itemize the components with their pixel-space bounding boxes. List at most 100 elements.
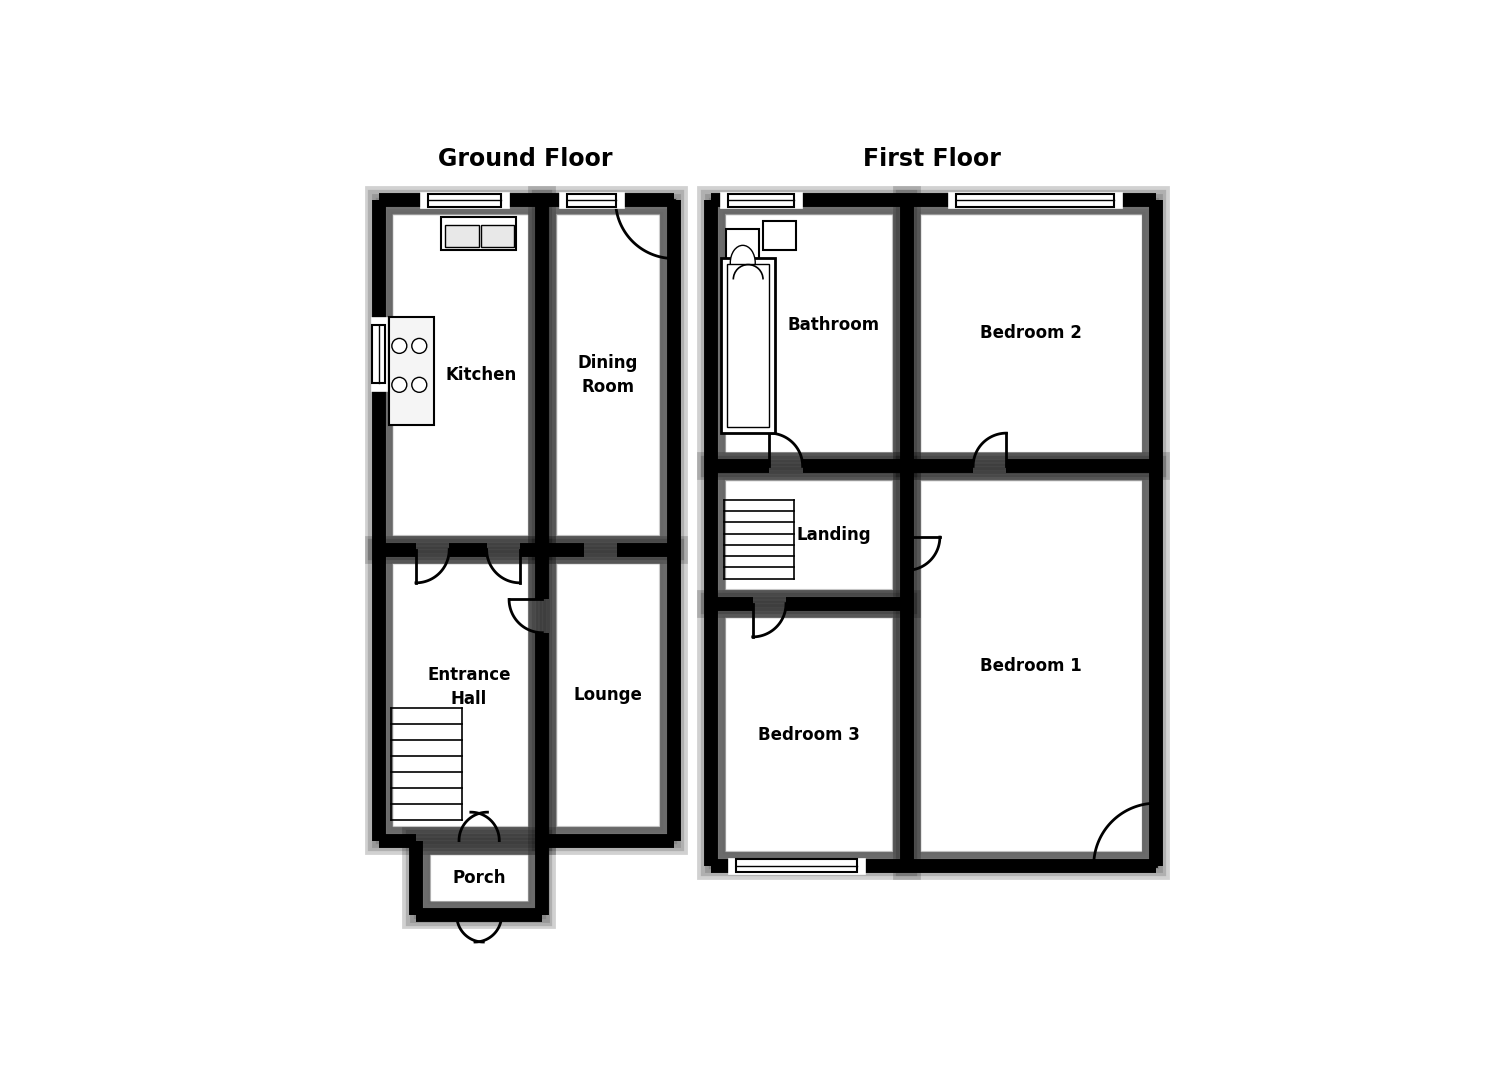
Bar (714, 470, 903, 599)
Bar (906, 200, 1155, 467)
Bar (717, 609, 901, 860)
Bar (728, 265, 769, 428)
Bar (909, 469, 1154, 864)
Bar (906, 467, 1155, 865)
Bar (542, 200, 674, 550)
Bar (711, 467, 906, 604)
Bar (919, 480, 1143, 852)
Text: Bedroom 2: Bedroom 2 (980, 324, 1083, 342)
Bar (915, 207, 1148, 459)
Bar (912, 206, 1151, 461)
Bar (722, 477, 895, 593)
Bar (555, 563, 661, 827)
Bar (720, 210, 897, 457)
Bar (417, 842, 541, 914)
Bar (382, 553, 539, 837)
Bar (542, 550, 674, 840)
Bar (711, 604, 906, 865)
Bar (719, 474, 898, 596)
Bar (722, 615, 895, 854)
Text: Entrance
Hall: Entrance Hall (428, 666, 511, 707)
Bar (380, 202, 541, 548)
Bar (379, 200, 542, 550)
Circle shape (392, 338, 407, 353)
Bar (420, 845, 539, 912)
Bar (906, 467, 1155, 865)
Text: Landing: Landing (796, 526, 872, 544)
Bar (906, 200, 1155, 467)
Bar (385, 206, 536, 544)
Bar (918, 477, 1145, 854)
Bar (388, 210, 533, 540)
Bar (552, 559, 664, 832)
Bar (567, 193, 616, 207)
Bar (382, 204, 539, 545)
Bar (713, 469, 904, 602)
Bar (386, 557, 535, 833)
Bar (425, 850, 533, 906)
Bar (429, 853, 529, 903)
Text: Kitchen: Kitchen (446, 366, 517, 383)
Bar (725, 214, 894, 454)
Text: First Floor: First Floor (863, 147, 1001, 171)
Bar (548, 206, 668, 544)
Bar (713, 606, 904, 864)
Bar (416, 840, 542, 916)
Bar (728, 193, 794, 207)
Bar (389, 561, 532, 829)
Bar (392, 563, 529, 827)
Bar (542, 200, 674, 550)
Bar (416, 840, 542, 916)
Bar (555, 214, 661, 537)
Bar (726, 229, 759, 283)
Circle shape (392, 377, 407, 392)
Bar (389, 212, 532, 538)
Bar (546, 553, 670, 837)
Bar (441, 217, 515, 251)
Bar (717, 206, 901, 461)
Bar (544, 552, 671, 839)
Bar (549, 207, 667, 542)
Bar (956, 193, 1114, 207)
Bar (388, 559, 533, 832)
Bar (546, 204, 670, 545)
Bar (763, 221, 796, 251)
Bar (719, 207, 898, 459)
Bar (423, 848, 535, 908)
Bar (389, 316, 434, 424)
Bar (371, 325, 385, 383)
Circle shape (411, 338, 426, 353)
Bar (385, 555, 536, 835)
Bar (714, 607, 903, 862)
Bar (722, 212, 895, 455)
Bar (719, 611, 898, 859)
Bar (380, 552, 541, 839)
Bar (422, 847, 536, 909)
Bar (717, 472, 901, 598)
Bar (711, 200, 906, 467)
Bar (910, 204, 1152, 462)
Bar (542, 550, 674, 840)
Text: Bathroom: Bathroom (787, 316, 881, 334)
Bar (379, 550, 542, 840)
Bar (428, 852, 532, 904)
Bar (912, 472, 1151, 860)
Bar (552, 210, 664, 540)
Bar (916, 476, 1146, 856)
Bar (915, 474, 1148, 859)
Bar (720, 476, 897, 594)
Bar (737, 859, 857, 873)
Bar (909, 202, 1154, 464)
Bar (392, 214, 529, 537)
Bar (725, 617, 894, 852)
Text: Bedroom 1: Bedroom 1 (980, 657, 1083, 675)
Text: Porch: Porch (453, 869, 506, 887)
Ellipse shape (731, 245, 756, 281)
Bar (711, 604, 906, 865)
Bar (918, 212, 1145, 455)
Text: Ground Floor: Ground Floor (438, 147, 613, 171)
Bar (711, 200, 906, 467)
Bar (481, 226, 514, 247)
Bar (379, 550, 542, 840)
Bar (386, 207, 535, 542)
